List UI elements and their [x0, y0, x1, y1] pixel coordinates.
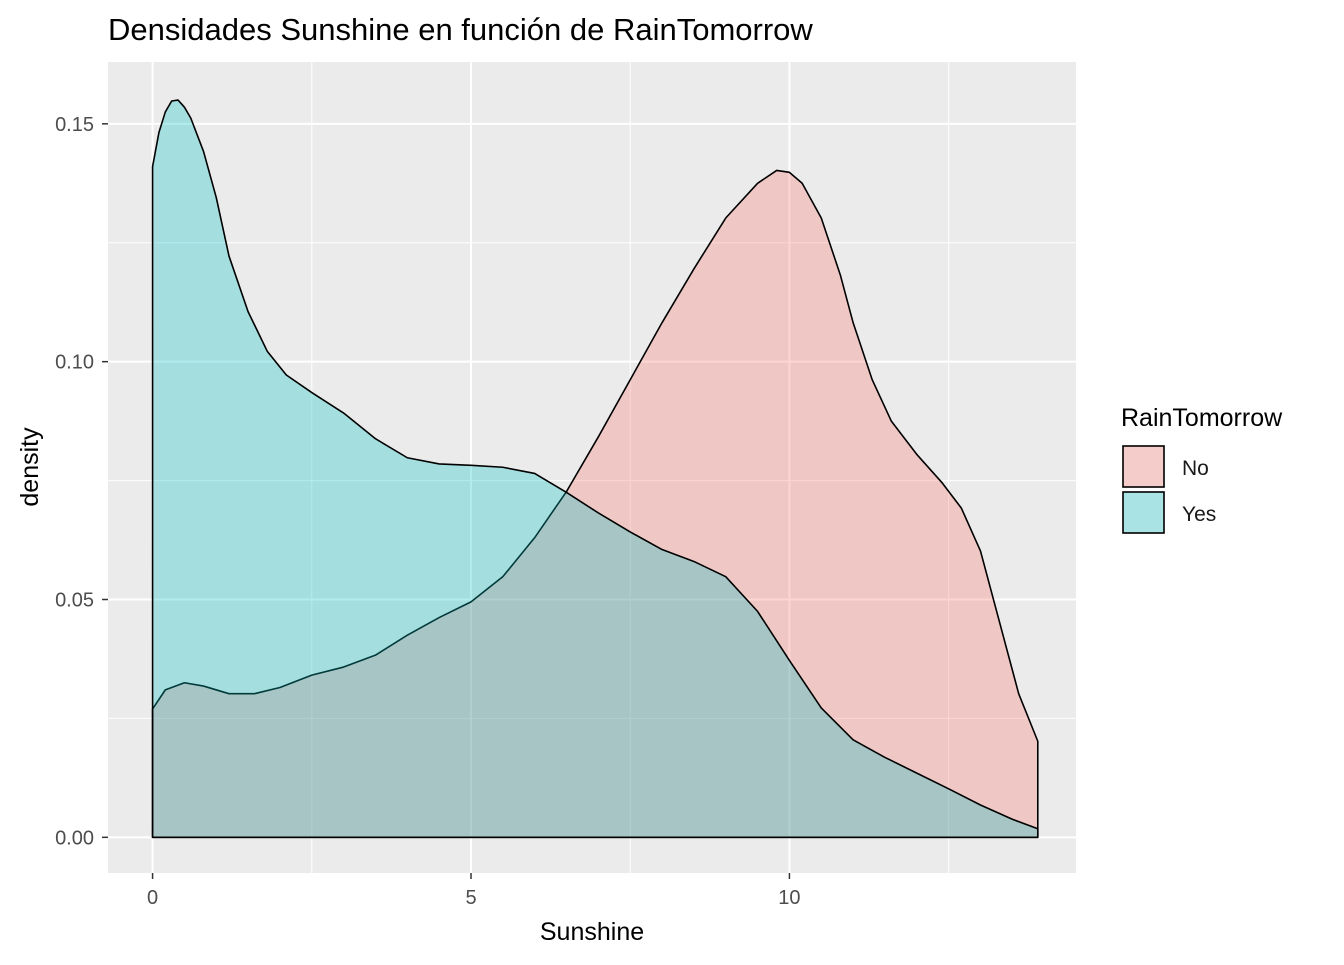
legend: RainTomorrow No Yes: [1121, 404, 1283, 534]
plot-panel: [108, 62, 1076, 873]
legend-label: Yes: [1182, 503, 1216, 526]
legend-title: RainTomorrow: [1121, 404, 1283, 432]
legend-swatch-no: [1122, 445, 1165, 488]
x-tick-label: 0: [147, 887, 158, 909]
density-areas: [151, 99, 1039, 839]
density-area-yes: [151, 99, 1039, 839]
y-axis: 0.00 0.05 0.10 0.15: [55, 114, 108, 849]
x-axis-label: Sunshine: [540, 918, 644, 946]
minor-gridlines: [108, 62, 1076, 873]
chart-title: Densidades Sunshine en función de RainTo…: [108, 12, 813, 47]
x-tick-label: 5: [465, 887, 476, 909]
y-axis-label: density: [16, 427, 44, 507]
y-tick-label: 0.05: [55, 589, 94, 611]
y-tick-label: 0.15: [55, 114, 94, 136]
y-tick-label: 0.00: [55, 827, 94, 849]
y-tick-label: 0.10: [55, 352, 94, 374]
legend-label: No: [1182, 457, 1209, 480]
x-tick-label: 10: [778, 887, 800, 909]
x-axis: 0 5 10: [147, 873, 801, 909]
density-area-no: [151, 169, 1039, 839]
legend-key-bg: [1122, 445, 1165, 488]
legend-swatch-yes: [1122, 491, 1165, 534]
legend-key-bg: [1122, 491, 1165, 534]
